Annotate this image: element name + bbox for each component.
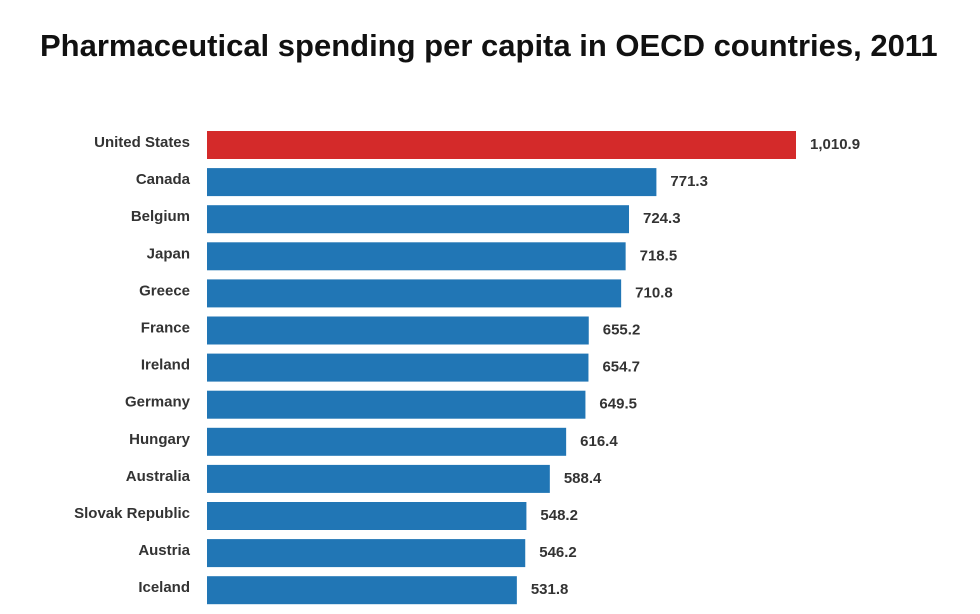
bar bbox=[207, 576, 517, 605]
value-label: 655.2 bbox=[603, 321, 641, 338]
value-label: 649.5 bbox=[599, 396, 637, 413]
bar bbox=[207, 353, 589, 382]
category-label: Belgium bbox=[131, 208, 190, 225]
category-label: United States bbox=[94, 134, 190, 151]
category-label: Greece bbox=[139, 282, 190, 299]
category-label: Slovak Republic bbox=[74, 505, 190, 522]
bar bbox=[207, 168, 657, 197]
bar bbox=[207, 131, 796, 159]
category-label: Germany bbox=[125, 394, 191, 411]
bar bbox=[207, 427, 567, 456]
value-label: 710.8 bbox=[635, 284, 673, 301]
chart-title: Pharmaceutical spending per capita in OE… bbox=[40, 28, 938, 63]
value-label: 1,010.9 bbox=[810, 136, 860, 153]
bar bbox=[207, 242, 626, 271]
value-label: 718.5 bbox=[640, 247, 678, 264]
category-label: Austria bbox=[138, 542, 190, 559]
category-label: France bbox=[141, 319, 190, 336]
category-label: Australia bbox=[126, 468, 191, 485]
bar bbox=[207, 464, 550, 493]
bar bbox=[207, 390, 586, 419]
value-label: 548.2 bbox=[540, 507, 578, 524]
bar bbox=[207, 205, 630, 234]
category-label: Japan bbox=[147, 245, 190, 262]
bar bbox=[207, 316, 589, 345]
value-label: 724.3 bbox=[643, 210, 681, 227]
bar bbox=[207, 279, 622, 308]
category-label: Iceland bbox=[138, 579, 190, 596]
value-label: 616.4 bbox=[580, 433, 618, 450]
category-label: Ireland bbox=[141, 357, 190, 374]
value-label: 588.4 bbox=[564, 470, 602, 487]
category-label: Hungary bbox=[129, 431, 191, 448]
bar bbox=[207, 502, 527, 530]
value-label: 531.8 bbox=[531, 581, 569, 598]
value-label: 771.3 bbox=[670, 173, 708, 190]
bar bbox=[207, 539, 526, 568]
value-label: 654.7 bbox=[602, 359, 640, 376]
category-label: Canada bbox=[136, 171, 191, 188]
value-label: 546.2 bbox=[539, 544, 577, 561]
